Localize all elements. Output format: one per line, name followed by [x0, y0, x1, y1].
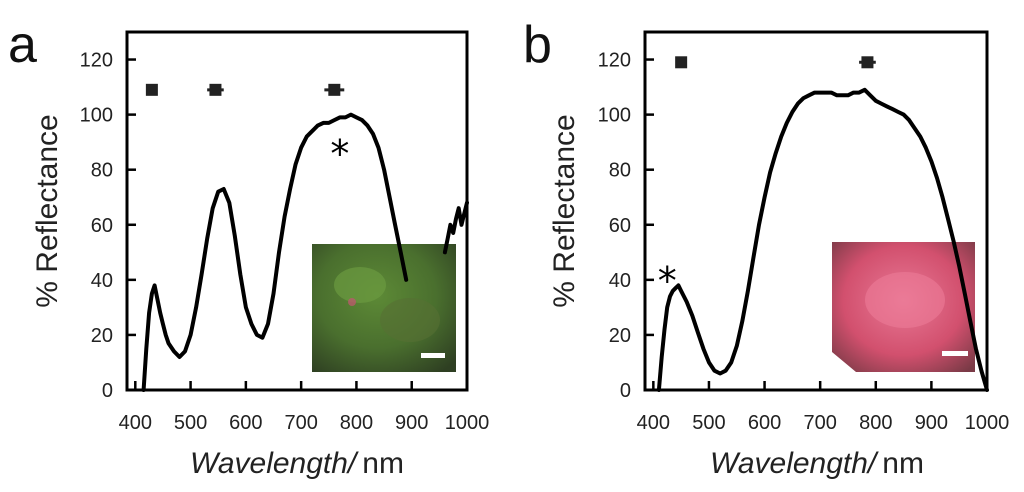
panel-b-star-annotation: *	[658, 259, 677, 303]
panel-a-y-tick-label: 60	[91, 215, 113, 237]
panel-a-y-tick-label: 120	[80, 50, 113, 72]
panel-a-y-tick-label: 80	[91, 160, 113, 182]
panel-b-curve-group	[656, 87, 989, 392]
panel-b-x-tick-label: 500	[692, 412, 725, 434]
panel-a-y-tick-label: 100	[80, 105, 113, 127]
panel-b-y-tick-label: 60	[609, 215, 631, 237]
panel-a-x-tick-label: 800	[340, 412, 373, 434]
panel-a-x-ticks: 400 500 600 700 800 900 1000	[119, 381, 490, 434]
panel-b-y-ticks: 0 20 40 60 80 100 120	[598, 50, 654, 402]
panel-b-frame	[643, 30, 989, 392]
panel-a-x-axis-title: Wavelength/nm	[190, 447, 404, 480]
panel-a-x-tick-label: 400	[119, 412, 152, 434]
panel-b-series-reflectance	[656, 87, 989, 392]
panel-a-star-annotation: *	[330, 132, 349, 176]
panel-b-y-tick-label: 80	[609, 160, 631, 182]
panel-b-x-axis-title: Wavelength/nm	[710, 447, 924, 480]
panel-a-x-tick-label: 700	[284, 412, 317, 434]
panel-b-x-tick-label: 800	[859, 412, 892, 434]
panel-b-y-tick-label: 20	[609, 325, 631, 347]
panel-b-y-tick-label: 120	[598, 50, 631, 72]
panel-a-y-ticks: 0 20 40 60 80 100 120	[80, 50, 136, 402]
panel-a-markers	[145, 83, 345, 96]
panel-a-x-tick-label: 900	[395, 412, 428, 434]
panel-a-scale-bar	[421, 353, 445, 358]
panel-a-y-tick-label: 20	[91, 325, 113, 347]
panel-a-y-axis-title: % Reflectance	[31, 114, 64, 307]
panel-a-y-tick-label: 40	[91, 270, 113, 292]
panel-a-letter: a	[8, 16, 37, 74]
panel-a-series-reflectance-tail	[442, 200, 469, 255]
panel-a-y-tick-label: 0	[102, 380, 113, 402]
panel-a-curve-group	[141, 112, 469, 392]
panel-b-inset	[832, 242, 975, 372]
panel-b-markers	[675, 56, 876, 69]
panel-a-x-tick-label: 1000	[445, 412, 490, 434]
panel-b-y-axis-title: % Reflectance	[548, 114, 581, 307]
panel-a-peak-marker-1	[209, 83, 222, 96]
panel-b: b 0 20 40 60 80 100 120 400 500 600 700 800 900 1000…	[523, 16, 1009, 480]
panel-b-x-ticks: 400 500 600 700 800 900 1000	[637, 381, 1010, 434]
panel-a-frame	[125, 30, 469, 392]
panel-b-y-tick-label: 0	[620, 380, 631, 402]
panel-a-peak-marker-0	[145, 83, 158, 96]
panel-b-scale-bar	[942, 351, 968, 356]
panel-b-x-tick-label: 700	[803, 412, 836, 434]
panel-b-x-tick-label: 900	[915, 412, 948, 434]
panel-a-x-tick-label: 600	[229, 412, 262, 434]
panel-b-y-tick-label: 40	[609, 270, 631, 292]
panel-a-peak-marker-2	[328, 83, 341, 96]
panel-b-x-tick-label: 1000	[965, 412, 1010, 434]
panel-b-x-tick-label: 600	[748, 412, 781, 434]
panel-a-inset	[312, 244, 456, 372]
panel-a-x-tick-label: 500	[174, 412, 207, 434]
panel-b-peak-marker-1	[861, 56, 874, 69]
panel-a: a 0 20 40 60 80 100 120 400 500 600 700 800 900 1000…	[8, 16, 489, 480]
panel-b-x-tick-label: 400	[637, 412, 670, 434]
panel-b-peak-marker-0	[675, 56, 688, 69]
panel-b-y-tick-label: 100	[598, 105, 631, 127]
panel-a-series-reflectance	[141, 112, 409, 392]
panel-b-letter: b	[523, 16, 552, 74]
